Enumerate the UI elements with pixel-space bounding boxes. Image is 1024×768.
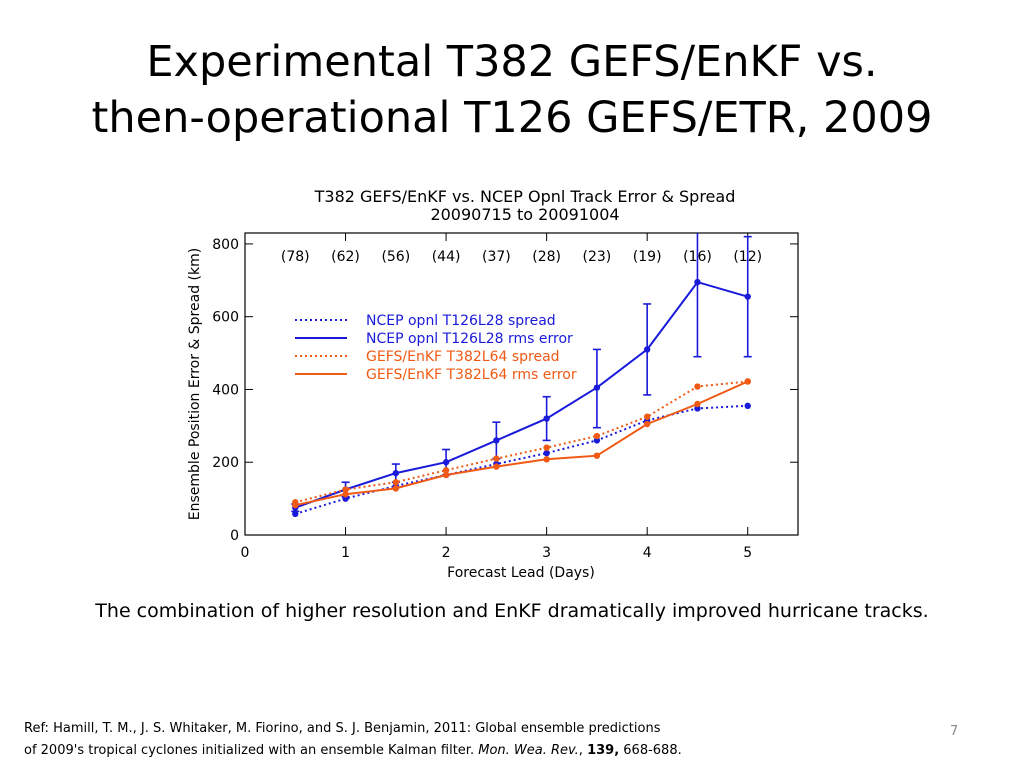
data-point	[342, 486, 349, 493]
data-point	[442, 467, 450, 474]
legend: NCEP opnl T126L28 spread NCEP opnl T126L2…	[295, 313, 577, 383]
data-point	[593, 452, 601, 459]
data-point	[392, 469, 400, 477]
sample-count-label: (28)	[532, 249, 561, 265]
data-point	[442, 471, 450, 479]
reference-line-1: Ref: Hamill, T. M., J. S. Whitaker, M. F…	[24, 721, 661, 736]
data-point	[694, 383, 701, 390]
data-point	[392, 479, 400, 486]
series-line	[294, 280, 748, 509]
x-axis-label: Forecast Lead (Days)	[447, 565, 595, 581]
y-tick-label: 200	[212, 455, 239, 471]
y-tick-label: 0	[230, 528, 239, 544]
sample-count-label: (23)	[583, 249, 612, 265]
series-line	[295, 380, 749, 507]
sample-count-label: (37)	[482, 249, 511, 265]
series-3	[292, 378, 751, 506]
data-point	[593, 432, 601, 440]
series-line	[295, 380, 748, 504]
chart-title: T382 GEFS/EnKF vs. NCEP Opnl Track Error…	[314, 187, 736, 206]
slide-title-line-2: then-operational T126 GEFS/ETR, 2009	[91, 93, 933, 143]
data-point	[292, 501, 299, 509]
chart-subtitle: 20090715 to 20091004	[430, 205, 619, 224]
data-point	[744, 378, 751, 385]
data-point	[744, 293, 751, 300]
y-axis-label: Ensemble Position Error & Spread (km)	[187, 248, 203, 520]
reference: Ref: Hamill, T. M., J. S. Whitaker, M. F…	[24, 718, 682, 762]
axes: 0 1 2 3 4 5 0 200 400 600 800	[212, 233, 798, 561]
slide-title: Experimental T382 GEFS/EnKF vs. then-ope…	[0, 34, 1024, 146]
plot-frame	[244, 232, 799, 536]
sample-counts: (78) (62) (56) (44) (37) (28) (23) (19) (16) (12)	[281, 249, 762, 265]
data-point	[744, 402, 751, 410]
reference-text: of 2009's tropical cyclones initialized …	[24, 743, 479, 758]
data-point	[543, 449, 550, 457]
slide-caption: The combination of higher resolution and…	[95, 600, 929, 622]
data-point	[292, 510, 299, 518]
series-marks	[291, 233, 752, 518]
data-point	[493, 455, 500, 462]
data-point	[694, 400, 701, 408]
series-line	[295, 404, 748, 515]
series-1	[292, 402, 751, 518]
data-point	[543, 456, 550, 463]
track-error-chart: T382 GEFS/EnKF vs. NCEP Opnl Track Error…	[187, 187, 799, 581]
y-tick-label: 600	[212, 310, 239, 326]
data-point	[643, 346, 651, 353]
reference-pages: 668-688.	[619, 743, 682, 758]
sample-count-label: (44)	[432, 249, 461, 265]
slide-title-line-1: Experimental T382 GEFS/EnKF vs.	[146, 37, 878, 87]
reference-journal: Mon. Wea. Rev.	[478, 743, 579, 758]
x-tick-label: 1	[341, 545, 350, 561]
page-number: 7	[950, 724, 959, 739]
x-tick-label: 2	[442, 545, 451, 561]
legend-label: NCEP opnl T126L28 spread	[366, 313, 556, 329]
data-point	[543, 444, 550, 451]
data-point	[643, 420, 651, 428]
x-tick-label: 5	[743, 545, 752, 561]
reference-volume: 139,	[587, 743, 620, 758]
reference-separator: ,	[578, 743, 588, 758]
x-tick-label: 0	[241, 545, 250, 561]
data-point	[342, 491, 349, 498]
sample-count-label: (62)	[331, 249, 360, 265]
y-tick-label: 800	[212, 237, 239, 253]
data-point	[543, 415, 550, 422]
data-point	[694, 278, 701, 286]
legend-label: NCEP opnl T126L28 rms error	[366, 331, 573, 347]
y-tick-label: 400	[212, 382, 239, 398]
data-point	[392, 485, 400, 492]
legend-label: GEFS/EnKF T382L64 spread	[366, 349, 560, 365]
series-4	[292, 378, 751, 509]
data-point	[593, 384, 601, 391]
reference-line-2: of 2009's tropical cyclones initialized …	[24, 740, 682, 762]
data-point	[493, 437, 500, 444]
sample-count-label: (78)	[281, 249, 310, 265]
sample-count-label: (19)	[633, 249, 662, 265]
legend-label: GEFS/EnKF T382L64 rms error	[366, 367, 577, 383]
data-point	[493, 463, 500, 470]
data-point	[442, 459, 450, 466]
sample-count-label: (56)	[381, 249, 410, 265]
data-point	[643, 413, 651, 420]
x-tick-label: 4	[643, 545, 652, 561]
x-tick-label: 3	[542, 545, 551, 561]
